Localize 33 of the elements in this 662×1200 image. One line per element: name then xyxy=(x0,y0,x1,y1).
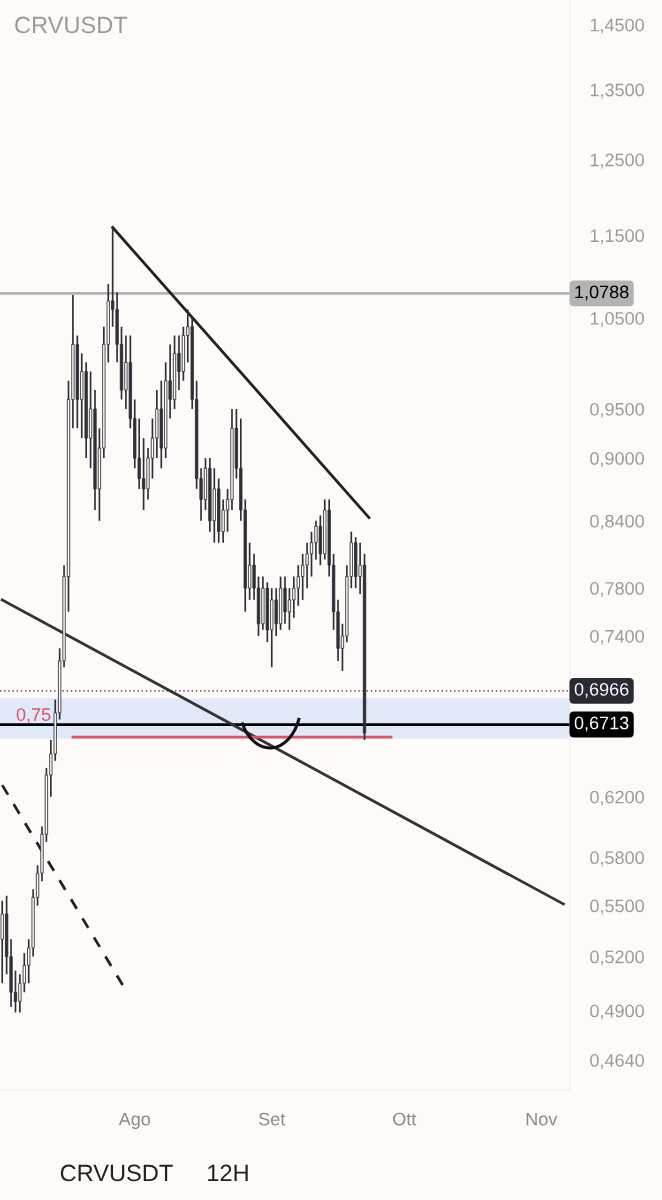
y-tick-label: 0,5500 xyxy=(590,899,644,915)
y-tick-label: 0,9000 xyxy=(590,452,644,467)
text: CRVUSDT xyxy=(15,16,128,34)
annotation: 0,75 xyxy=(16,708,51,724)
y-tick-label: 0,6200 xyxy=(590,790,644,806)
ref-line-label: 1,0788 xyxy=(575,285,629,301)
candlestick xyxy=(141,437,146,511)
text: CRVUSDT xyxy=(60,1164,173,1182)
candlestick xyxy=(309,530,314,578)
text: 12H xyxy=(208,1164,248,1182)
y-tick-label: 0,9500 xyxy=(590,402,644,418)
candlestick xyxy=(283,575,287,625)
x-tick-label: Set xyxy=(259,1112,286,1126)
y-tick-label: 0,7400 xyxy=(590,629,644,645)
y-tick-label: 1,1500 xyxy=(590,229,644,245)
candlestick xyxy=(274,587,278,637)
y-tick-label: 0,5800 xyxy=(590,851,644,867)
ref-line-label: 0,6966 xyxy=(574,682,629,698)
x-tick-label: Ott xyxy=(393,1112,417,1126)
y-tick-label: 0,5200 xyxy=(590,950,644,966)
y-tick-label: 1,4500 xyxy=(590,18,644,34)
candlestick xyxy=(287,587,292,631)
y-tick-label: 0,4640 xyxy=(590,1054,644,1069)
x-tick-label: Nov xyxy=(526,1112,558,1126)
candlestick xyxy=(314,519,318,561)
ref-line-label: 0,6713 xyxy=(574,716,629,732)
y-tick-label: 1,3500 xyxy=(590,83,644,99)
y-tick-label: 0,7800 xyxy=(590,582,644,597)
y-tick-label: 1,0500 xyxy=(590,311,644,327)
y-tick-label: 0,8400 xyxy=(590,514,644,530)
x-tick-label: Ago xyxy=(118,1112,151,1130)
y-tick-label: 1,2500 xyxy=(590,153,644,169)
y-tick-label: 0,4900 xyxy=(590,1004,644,1020)
